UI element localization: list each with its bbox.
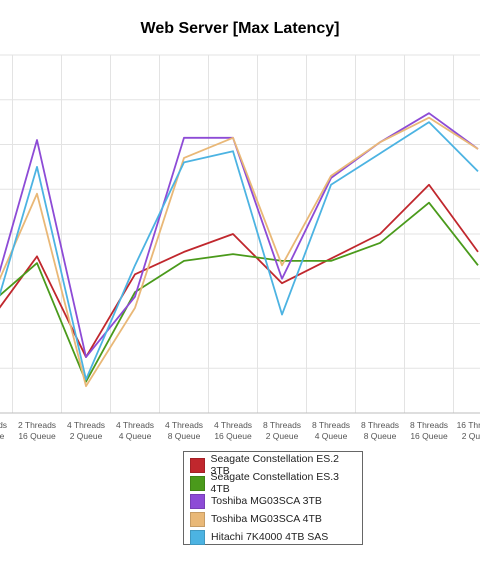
series-line-2: [0, 201, 479, 383]
x-tick-label: 4 Threads: [214, 420, 252, 430]
x-tick-label: 8 Queue: [364, 431, 397, 441]
x-tick-label: 2 Queue: [70, 431, 103, 441]
series-line-4: [0, 116, 479, 388]
legend-swatch: [190, 457, 205, 473]
x-tick-label: 4 Threads: [67, 420, 105, 430]
legend-label: Toshiba MG03SCA 3TB: [211, 495, 322, 507]
x-tick-label: 4 Threads: [165, 420, 203, 430]
legend-swatch: [190, 493, 205, 509]
legend-label: Toshiba MG03SCA 4TB: [211, 513, 322, 525]
series-line-5: [0, 121, 479, 381]
x-tick-label: 8 Threads: [263, 420, 301, 430]
legend-label: Seagate Constellation ES.2 3TB: [210, 453, 339, 477]
legend-swatch: [190, 475, 205, 491]
x-tick-label: 16 Threads: [457, 420, 480, 430]
legend-swatch: [190, 529, 205, 545]
chart-title: Web Server [Max Latency]: [140, 20, 340, 37]
x-tick-label: 16 Queue: [410, 431, 448, 441]
x-tick-label: 8 Threads: [312, 420, 350, 430]
x-tick-label: 4 Queue: [119, 431, 152, 441]
legend-label: Hitachi 7K4000 4TB SAS: [211, 531, 329, 543]
legend-item: Toshiba MG03SCA 3TB: [190, 492, 356, 510]
x-tick-label: 2 Threads: [0, 420, 7, 430]
x-tick-label: 2 Queue: [266, 431, 299, 441]
legend-item: Seagate Constellation ES.2 3TB: [190, 453, 356, 477]
legend-swatch: [190, 511, 205, 527]
x-tick-label: 2 Queue: [462, 431, 480, 441]
legend-item: Seagate Constellation ES.3 4TB: [190, 471, 356, 495]
chart-legend: Seagate Constellation ES.2 3TB Seagate Co…: [183, 451, 363, 545]
x-tick-label: 8 Threads: [410, 420, 448, 430]
x-tick-label: 16 Queue: [18, 431, 56, 441]
x-tick-label: 16 Queue: [214, 431, 252, 441]
legend-item: Toshiba MG03SCA 4TB: [190, 510, 356, 528]
legend-item: Hitachi 7K4000 4TB SAS: [190, 528, 356, 546]
x-tick-label: 2 Threads: [18, 420, 56, 430]
legend-label: Seagate Constellation ES.3 4TB: [210, 471, 339, 495]
x-tick-label: 8 Threads: [361, 420, 399, 430]
x-tick-label: 8 Queue: [168, 431, 201, 441]
x-tick-label: 8 Queue: [0, 431, 5, 441]
x-tick-label: 4 Threads: [116, 420, 154, 430]
x-tick-label: 4 Queue: [315, 431, 348, 441]
